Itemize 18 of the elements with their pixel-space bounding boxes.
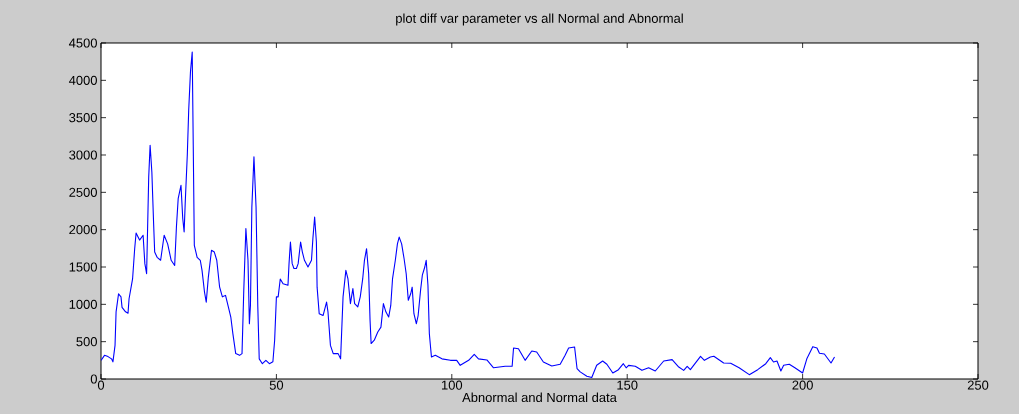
- x-tick-label: 250: [967, 380, 989, 390]
- x-tick-label: 100: [441, 380, 463, 390]
- x-tick-label: 150: [617, 380, 638, 390]
- y-tick-label: 4000: [68, 75, 97, 85]
- y-tick-label: 4500: [68, 38, 97, 48]
- y-tick-label: 1000: [69, 299, 97, 309]
- y-tick-label: 500: [76, 337, 97, 347]
- y-tick-label: 2500: [69, 187, 97, 197]
- y-tick-label: 3500: [69, 113, 97, 123]
- y-tick-label: 1500: [69, 262, 97, 272]
- y-tick-label: 2000: [69, 225, 97, 235]
- y-tick-label: 3000: [69, 150, 97, 160]
- x-tick-label: 0: [97, 380, 105, 390]
- x-tick-label: 50: [269, 380, 284, 390]
- chart-title: plot diff var parameter vs all Normal and Abnormal: [396, 13, 683, 26]
- line-series: [101, 51, 836, 379]
- x-axis-title: Abnormal and Normal data: [462, 392, 617, 403]
- x-tick-label: 200: [792, 380, 813, 390]
